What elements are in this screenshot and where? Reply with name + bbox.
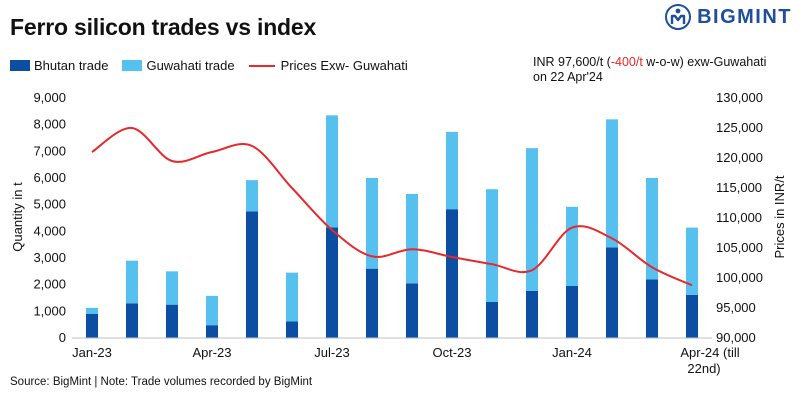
y-tick-label: 8,000: [33, 117, 66, 132]
price-note-change: -400/t: [610, 55, 643, 69]
x-tick-label: Oct-23: [432, 345, 471, 360]
source-note: Source: BigMint | Note: Trade volumes re…: [10, 376, 313, 388]
bar-bhutan-Jan-23: [86, 314, 98, 338]
y2-tick-label: 100,000: [716, 270, 763, 285]
bar-bhutan-Feb-23: [126, 303, 138, 338]
y2-tick-label: 120,000: [716, 150, 763, 165]
y2-tick-label: 95,000: [716, 300, 756, 315]
y-tick-label: 4,000: [33, 223, 66, 238]
y-tick-label: 7,000: [33, 143, 66, 158]
x-tick-label: Apr-23: [192, 345, 231, 360]
y2-axis-title: Prices in INR/t: [772, 175, 787, 258]
bar-bhutan-Jul-23: [326, 227, 338, 338]
legend-item-price: Prices Exw- Guwahati: [248, 58, 408, 73]
y2-tick-label: 90,000: [716, 330, 756, 345]
bar-bhutan-May-23: [246, 211, 258, 338]
bar-guwahati-Aug-23: [366, 178, 378, 269]
bar-guwahati-Nov-23: [486, 189, 498, 302]
x-tick-label: Apr-24 (till: [680, 345, 739, 360]
bar-bhutan-Mar-24: [646, 279, 658, 338]
bar-guwahati-Mar-23: [166, 271, 178, 305]
bar-layer: [86, 115, 698, 338]
y-tick-label: 2,000: [33, 277, 66, 292]
legend-label-bhutan: Bhutan trade: [34, 58, 109, 73]
price-note-date: on 22 Apr'24: [533, 70, 603, 84]
bigmint-logo-icon: [665, 4, 692, 30]
bar-guwahati-May-23: [246, 180, 258, 212]
bar-guwahati-Jun-23: [286, 272, 298, 322]
legend-swatch-price: [248, 64, 275, 67]
price-note-prefix: INR 97,600/t (: [533, 55, 611, 69]
bar-guwahati-Oct-23: [446, 131, 458, 210]
bar-bhutan-Oct-23: [446, 209, 458, 338]
legend-item-guwahati: Guwahati trade: [122, 58, 235, 73]
bar-guwahati-Feb-23: [126, 260, 138, 304]
bar-bhutan-Sep-23: [406, 283, 418, 338]
bar-guwahati-Mar-24: [646, 178, 658, 280]
bar-guwahati-Sep-23: [406, 194, 418, 284]
legend-label-guwahati: Guwahati trade: [146, 58, 235, 73]
legend-swatch-guwahati: [122, 60, 143, 71]
bar-bhutan-Aug-23: [366, 268, 378, 338]
bar-bhutan-Apr-24: [686, 294, 698, 338]
bar-bhutan-Feb-24: [606, 247, 618, 338]
bar-guwahati-Jul-23: [326, 115, 338, 228]
y-tick-label: 3,000: [33, 250, 66, 265]
x-tick-label: Jan-24: [552, 345, 592, 360]
bar-bhutan-Jun-23: [286, 321, 298, 338]
y2-tick-label: 125,000: [716, 120, 763, 135]
chart-title: Ferro silicon trades vs index: [10, 14, 317, 40]
axes-layer: 0 1,000 2,000 3,000 4,000 5,000 6,000 7,000 8,00…: [33, 90, 763, 376]
legend-label-price: Prices Exw- Guwahati: [280, 58, 408, 73]
x-tick-label: Jan-23: [72, 345, 112, 360]
legend-swatch-bhutan: [10, 60, 30, 71]
y2-tick-label: 115,000: [716, 180, 762, 195]
bar-bhutan-Nov-23: [486, 302, 498, 338]
brand-logo: BIGMINT: [665, 4, 792, 30]
y-tick-label: 1,000: [33, 303, 66, 318]
bar-guwahati-Jan-23: [86, 307, 98, 314]
bar-guwahati-Apr-24: [686, 227, 698, 295]
y2-tick-label: 130,000: [716, 90, 763, 105]
y2-tick-label: 105,000: [716, 240, 763, 255]
x-tick-label: Jul-23: [314, 345, 349, 360]
price-line: [91, 126, 693, 287]
y2-tick-label: 110,000: [716, 210, 762, 225]
y-tick-label: 5,000: [33, 197, 66, 212]
x-tick-label-extra: 22nd): [687, 361, 720, 376]
bar-guwahati-Apr-23: [206, 295, 218, 326]
bar-bhutan-Apr-23: [206, 325, 218, 338]
y-tick-label: 9,000: [33, 90, 66, 105]
legend-item-bhutan: Bhutan trade: [10, 58, 108, 73]
y-tick-label: 6,000: [33, 170, 66, 185]
price-note: INR 97,600/t (-400/t w-o-w) exw-Guwahati…: [533, 55, 766, 85]
y-tick-label: 0: [59, 330, 66, 345]
brand-name: BIGMINT: [697, 5, 792, 28]
bar-guwahati-Jan-24: [566, 206, 578, 286]
price-note-suffix: w-o-w) exw-Guwahati: [642, 55, 767, 69]
bar-guwahati-Dec-23: [526, 148, 538, 291]
bar-bhutan-Mar-23: [166, 304, 178, 338]
legend: Bhutan trade Guwahati trade Prices Exw- …: [10, 58, 422, 73]
bar-guwahati-Feb-24: [606, 119, 618, 248]
bar-bhutan-Jan-24: [566, 286, 578, 338]
y-axis-title: Quantity in t: [10, 182, 25, 252]
price-line-layer: [91, 126, 693, 287]
bar-bhutan-Dec-23: [526, 290, 538, 338]
